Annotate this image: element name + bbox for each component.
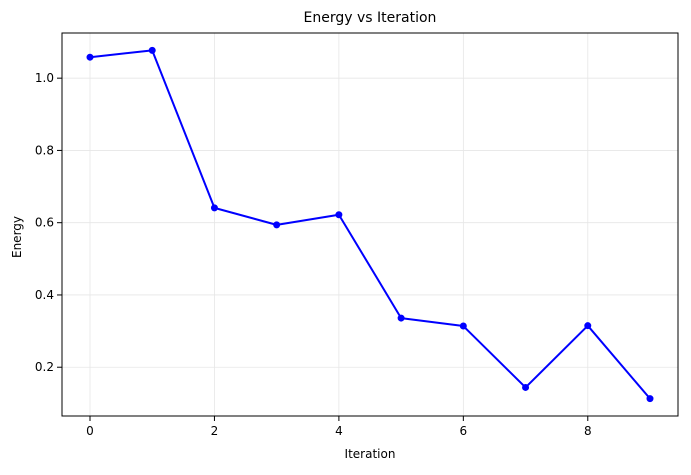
series-line xyxy=(89,49,651,400)
y-tick-label: 0.8 xyxy=(35,143,54,157)
data-points xyxy=(86,46,654,403)
y-tick-label: 0.4 xyxy=(35,288,54,302)
data-point xyxy=(273,221,281,229)
y-tick-label: 0.2 xyxy=(35,360,54,374)
data-point xyxy=(584,322,592,330)
x-tick-label: 6 xyxy=(460,424,468,438)
y-tick-label: 0.6 xyxy=(35,216,54,230)
x-tick-label: 4 xyxy=(335,424,343,438)
data-point xyxy=(148,46,156,54)
data-point xyxy=(397,314,405,322)
x-tick-label: 8 xyxy=(584,424,592,438)
data-point xyxy=(86,53,94,61)
data-point xyxy=(210,204,218,212)
series-line-group xyxy=(89,49,651,400)
x-tick-label: 2 xyxy=(211,424,219,438)
grid xyxy=(62,33,678,416)
data-point xyxy=(335,211,343,219)
y-axis-ticks: 0.2 0.4 0.6 0.8 1.0 xyxy=(35,71,62,374)
x-axis-ticks: 0 2 4 6 8 xyxy=(86,416,592,438)
data-point xyxy=(522,383,530,391)
x-axis-label: Iteration xyxy=(345,447,396,461)
y-axis-label: Energy xyxy=(10,216,24,258)
data-point xyxy=(646,395,654,403)
chart-title: Energy vs Iteration xyxy=(304,10,437,26)
data-point xyxy=(459,322,467,330)
x-tick-label: 0 xyxy=(86,424,94,438)
plot-frame xyxy=(61,32,679,417)
y-tick-label: 1.0 xyxy=(35,71,54,85)
